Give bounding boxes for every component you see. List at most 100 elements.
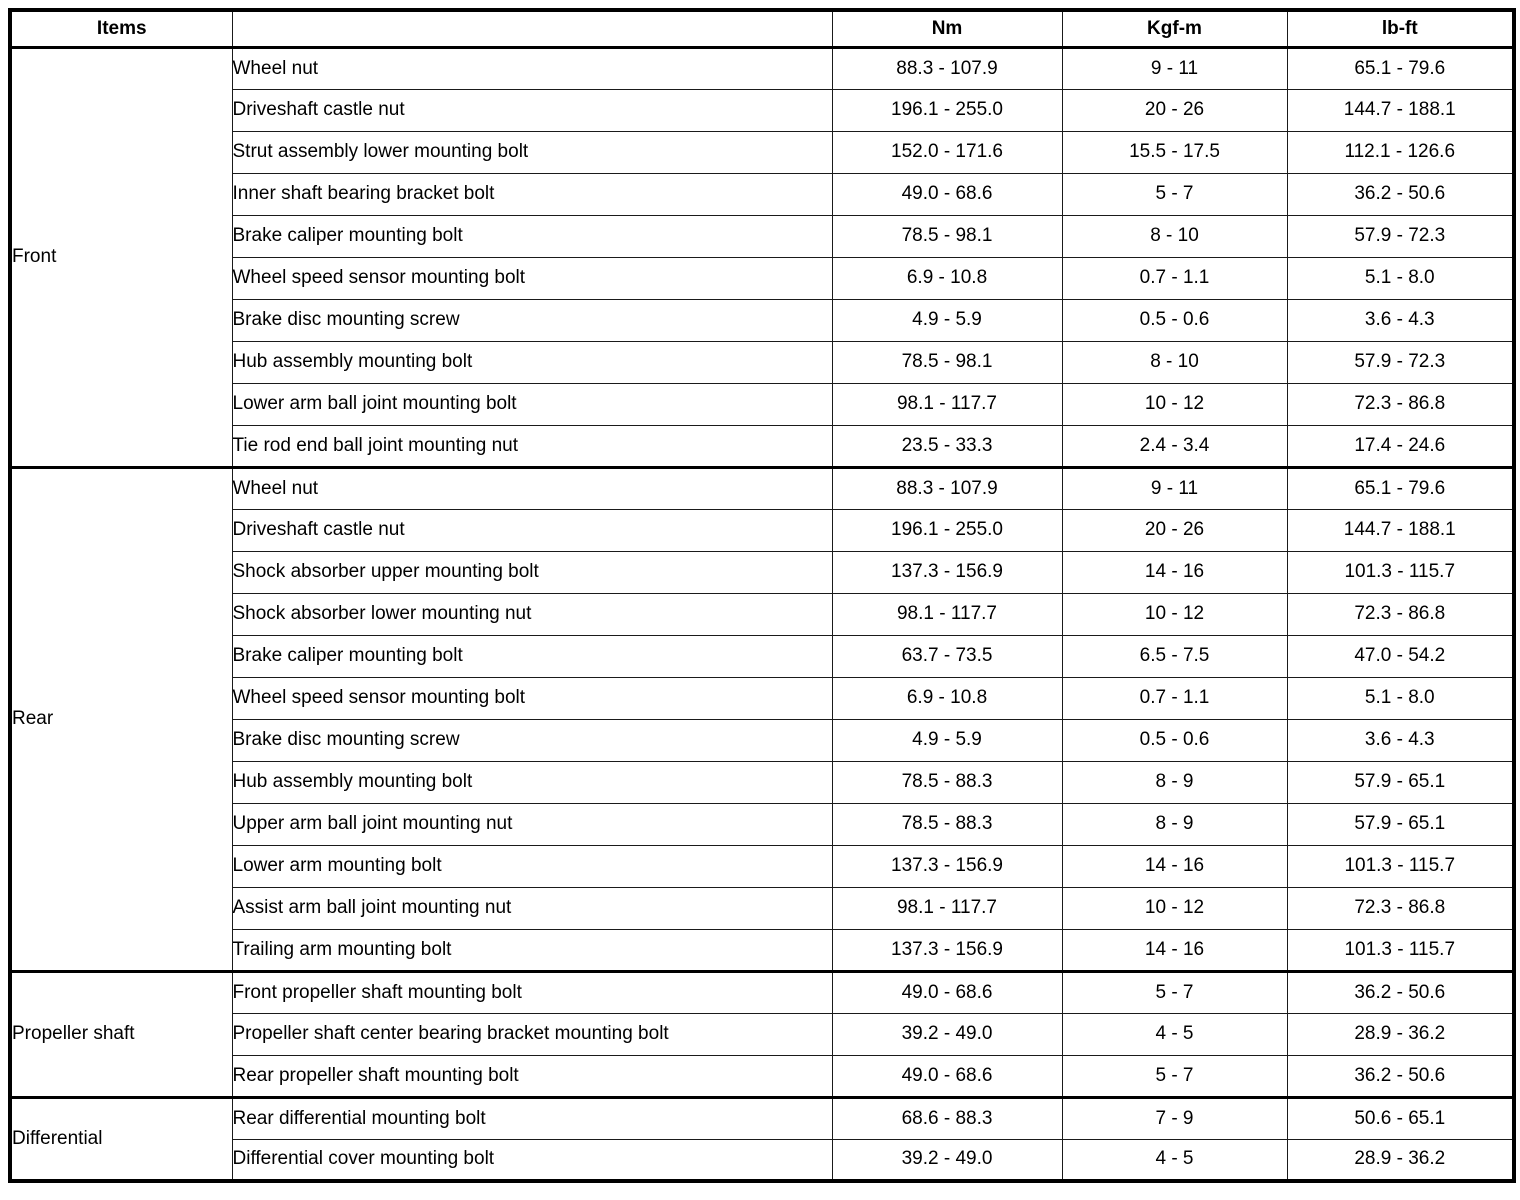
lbft-cell: 3.6 - 4.3 [1286,718,1515,762]
lbft-cell: 3.6 - 4.3 [1286,298,1515,342]
nm-cell: 6.9 - 10.8 [831,676,1063,720]
lbft-cell: 65.1 - 79.6 [1286,45,1515,90]
item-cell: Brake disc mounting screw [231,718,833,762]
nm-cell: 137.3 - 156.9 [831,928,1063,972]
nm-cell: 78.5 - 98.1 [831,340,1063,384]
nm-cell: 4.9 - 5.9 [831,298,1063,342]
nm-cell: 152.0 - 171.6 [831,130,1063,174]
item-cell: Brake disc mounting screw [231,298,833,342]
item-cell: Brake caliper mounting bolt [231,214,833,258]
kgfm-cell: 4 - 5 [1061,1012,1288,1056]
kgfm-cell: 20 - 26 [1061,508,1288,552]
table-row: Brake disc mounting screw 4.9 - 5.9 0.5 - … [10,298,1515,342]
item-cell: Driveshaft castle nut [231,88,833,132]
kgfm-cell: 2.4 - 3.4 [1061,424,1288,468]
lbft-cell: 36.2 - 50.6 [1286,1054,1515,1098]
item-cell: Strut assembly lower mounting bolt [231,130,833,174]
lbft-cell: 72.3 - 86.8 [1286,886,1515,930]
lbft-cell: 101.3 - 115.7 [1286,844,1515,888]
item-cell: Tie rod end ball joint mounting nut [231,424,833,468]
table-row: Brake caliper mounting bolt 78.5 - 98.1 8 … [10,214,1515,258]
item-cell: Brake caliper mounting bolt [231,634,833,678]
item-cell: Lower arm ball joint mounting bolt [231,382,833,426]
nm-cell: 49.0 - 68.6 [831,172,1063,216]
table-row: Lower arm mounting bolt 137.3 - 156.9 14 -… [10,844,1515,888]
kgfm-cell: 10 - 12 [1061,886,1288,930]
nm-cell: 98.1 - 117.7 [831,382,1063,426]
kgfm-cell: 9 - 11 [1061,45,1288,90]
kgfm-cell: 10 - 12 [1061,382,1288,426]
lbft-cell: 101.3 - 115.7 [1286,550,1515,594]
lbft-cell: 57.9 - 65.1 [1286,760,1515,804]
table-row: Inner shaft bearing bracket bolt 49.0 - 6… [10,172,1515,216]
table-row: Shock absorber lower mounting nut 98.1 - … [10,592,1515,636]
kgfm-cell: 15.5 - 17.5 [1061,130,1288,174]
table-row: Lower arm ball joint mounting bolt 98.1 -… [10,382,1515,426]
group-label: Differential [9,1095,233,1182]
item-cell: Hub assembly mounting bolt [231,760,833,804]
item-cell: Lower arm mounting bolt [231,844,833,888]
lbft-cell: 144.7 - 188.1 [1286,88,1515,132]
table-row: Upper arm ball joint mounting nut 78.5 - … [10,802,1515,846]
kgfm-cell: 5 - 7 [1061,969,1288,1014]
kgfm-cell: 7 - 9 [1061,1095,1288,1140]
kgfm-cell: 0.7 - 1.1 [1061,256,1288,300]
table-row: Strut assembly lower mounting bolt 152.0 … [10,130,1515,174]
nm-cell: 196.1 - 255.0 [831,88,1063,132]
kgfm-cell: 5 - 7 [1061,172,1288,216]
lbft-cell: 57.9 - 72.3 [1286,340,1515,384]
group-label: Rear [9,465,233,972]
kgfm-cell: 6.5 - 7.5 [1061,634,1288,678]
kgfm-cell: 14 - 16 [1061,550,1288,594]
lbft-cell: 72.3 - 86.8 [1286,592,1515,636]
table-row: Wheel speed sensor mounting bolt 6.9 - 10… [10,256,1515,300]
item-cell: Rear differential mounting bolt [231,1095,833,1140]
group-label: Front [9,45,233,468]
lbft-cell: 47.0 - 54.2 [1286,634,1515,678]
table-row: Tie rod end ball joint mounting nut 23.5 … [10,424,1515,468]
table-row: Trailing arm mounting bolt 137.3 - 156.9 1… [10,928,1515,972]
header-lbft: lb-ft [1286,9,1515,48]
kgfm-cell: 8 - 9 [1061,760,1288,804]
table-row: Differential Rear differential mounting b… [9,1095,1515,1182]
item-cell: Shock absorber lower mounting nut [231,592,833,636]
table-row: Brake caliper mounting bolt 63.7 - 73.5 6.… [10,634,1515,678]
kgfm-cell: 0.5 - 0.6 [1061,718,1288,762]
item-cell: Assist arm ball joint mounting nut [231,886,833,930]
kgfm-cell: 8 - 10 [1061,340,1288,384]
item-cell: Inner shaft bearing bracket bolt [231,172,833,216]
lbft-cell: 72.3 - 86.8 [1286,382,1515,426]
nm-cell: 78.5 - 98.1 [831,214,1063,258]
lbft-cell: 50.6 - 65.1 [1286,1095,1515,1140]
header-items: Items [9,9,233,48]
nm-cell: 88.3 - 107.9 [831,465,1063,510]
lbft-cell: 57.9 - 65.1 [1286,802,1515,846]
kgfm-cell: 9 - 11 [1061,465,1288,510]
lbft-cell: 28.9 - 36.2 [1286,1012,1515,1056]
kgfm-cell: 8 - 10 [1061,214,1288,258]
lbft-cell: 112.1 - 126.6 [1286,130,1515,174]
table-row: Driveshaft castle nut 196.1 - 255.0 20 - 2… [10,88,1515,132]
header-nm: Nm [831,9,1063,48]
lbft-cell: 65.1 - 79.6 [1286,465,1515,510]
nm-cell: 6.9 - 10.8 [831,256,1063,300]
nm-cell: 39.2 - 49.0 [831,1138,1063,1182]
table-row: Brake disc mounting screw 4.9 - 5.9 0.5 - … [10,718,1515,762]
item-cell: Shock absorber upper mounting bolt [231,550,833,594]
lbft-cell: 36.2 - 50.6 [1286,172,1515,216]
kgfm-cell: 14 - 16 [1061,928,1288,972]
header-kgfm: Kgf-m [1061,9,1288,48]
item-cell: Rear propeller shaft mounting bolt [231,1054,833,1098]
lbft-cell: 17.4 - 24.6 [1286,424,1515,468]
lbft-cell: 36.2 - 50.6 [1286,969,1515,1014]
item-cell: Driveshaft castle nut [231,508,833,552]
nm-cell: 88.3 - 107.9 [831,45,1063,90]
table-row: Differential cover mounting bolt 39.2 - 4… [10,1138,1515,1182]
lbft-cell: 28.9 - 36.2 [1286,1138,1515,1182]
nm-cell: 137.3 - 156.9 [831,550,1063,594]
lbft-cell: 101.3 - 115.7 [1286,928,1515,972]
nm-cell: 39.2 - 49.0 [831,1012,1063,1056]
item-cell: Front propeller shaft mounting bolt [231,969,833,1014]
nm-cell: 68.6 - 88.3 [831,1095,1063,1140]
